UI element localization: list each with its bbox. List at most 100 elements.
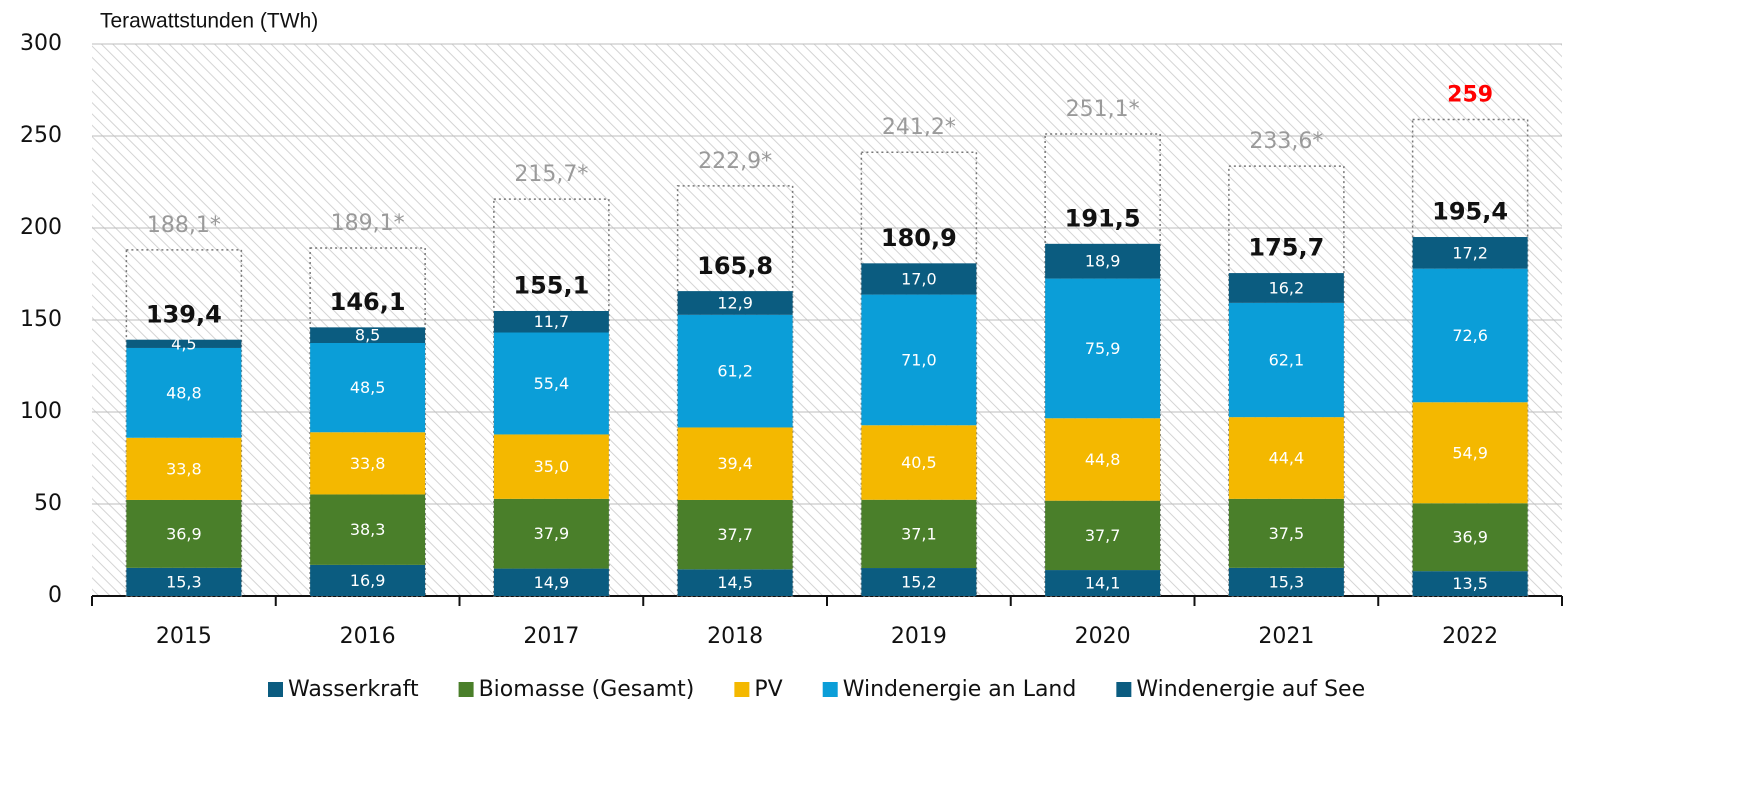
y-tick-label: 50 — [34, 491, 62, 516]
x-tick-label: 2018 — [707, 624, 763, 649]
total-label: 195,4 — [1432, 197, 1508, 225]
segment-label: 40,5 — [901, 453, 937, 472]
bar-segment — [1045, 243, 1161, 279]
total-label: 139,4 — [146, 301, 222, 329]
bar-segment — [126, 437, 242, 500]
segment-label: 37,1 — [901, 524, 937, 543]
y-axis-label: Terawattstunden (TWh) — [100, 10, 318, 33]
segment-label: 14,5 — [717, 573, 753, 592]
bar-segment — [677, 569, 793, 596]
y-tick-label: 300 — [20, 31, 62, 56]
bar-segment — [677, 291, 793, 315]
segment-label: 37,9 — [534, 524, 570, 543]
legend-label: Windenergie auf See — [1136, 677, 1365, 702]
bar-segment — [126, 499, 242, 568]
segment-label: 44,4 — [1269, 449, 1305, 468]
target-label: 251,1* — [1066, 97, 1140, 122]
segment-label: 14,1 — [1085, 574, 1121, 593]
bar-segment — [126, 347, 242, 438]
bar-segment — [861, 263, 977, 295]
x-tick-label: 2019 — [891, 624, 947, 649]
segment-label: 11,7 — [534, 312, 570, 331]
segment-label: 48,8 — [166, 383, 202, 402]
legend-swatch — [822, 682, 838, 697]
y-tick-label: 100 — [20, 399, 62, 424]
target-label: 222,9* — [698, 149, 772, 174]
segment-label: 33,8 — [350, 454, 386, 473]
bar-segment — [493, 332, 609, 435]
bar-segment — [310, 327, 426, 343]
bar-segment — [1228, 273, 1344, 303]
bar-segment — [1228, 417, 1344, 499]
segment-label: 8,5 — [355, 326, 380, 345]
segment-label: 16,9 — [350, 571, 386, 590]
bar-segment — [1412, 237, 1528, 269]
bar-segment — [861, 294, 977, 426]
x-tick-label: 2016 — [340, 624, 396, 649]
total-label: 165,8 — [697, 252, 773, 280]
segment-label: 61,2 — [717, 362, 753, 381]
segment-label: 36,9 — [1452, 528, 1488, 547]
segment-label: 15,3 — [1269, 572, 1305, 591]
bar-segment — [310, 494, 426, 565]
total-label: 146,1 — [330, 288, 406, 316]
legend-swatch — [734, 682, 750, 697]
legend-label: Wasserkraft — [288, 677, 419, 702]
segment-label: 4,5 — [171, 334, 196, 353]
segment-label: 15,3 — [166, 572, 202, 591]
target-label: 259 — [1447, 82, 1493, 107]
y-tick-label: 0 — [48, 583, 62, 608]
x-tick-label: 2021 — [1258, 624, 1314, 649]
segment-label: 17,0 — [901, 269, 937, 288]
bar-segment — [1045, 418, 1161, 501]
segment-label: 75,9 — [1085, 339, 1121, 358]
bar-segment — [861, 499, 977, 569]
bar-segment — [1045, 500, 1161, 571]
bar-segment — [493, 434, 609, 499]
target-label: 189,1* — [331, 211, 405, 236]
segment-label: 54,9 — [1452, 443, 1488, 462]
legend-label: Windenergie an Land — [843, 677, 1077, 702]
legend-label: Biomasse (Gesamt) — [479, 677, 695, 702]
segment-label: 13,5 — [1452, 574, 1488, 593]
segment-label: 37,7 — [717, 525, 753, 544]
segment-label: 16,2 — [1269, 278, 1305, 297]
segment-label: 55,4 — [534, 374, 570, 393]
bar-segment — [493, 498, 609, 569]
segment-label: 36,9 — [166, 524, 202, 543]
bar-segment — [493, 310, 609, 333]
x-tick-label: 2017 — [523, 624, 579, 649]
segment-label: 71,0 — [901, 350, 937, 369]
bar-segment — [1045, 570, 1161, 596]
segment-label: 44,8 — [1085, 450, 1121, 469]
total-label: 180,9 — [881, 224, 957, 252]
x-tick-label: 2020 — [1075, 624, 1131, 649]
segment-label: 72,6 — [1452, 326, 1488, 345]
target-label: 233,6* — [1249, 129, 1323, 154]
segment-label: 38,3 — [350, 520, 386, 539]
bar-segment — [1412, 402, 1528, 504]
bar-segment — [861, 425, 977, 500]
bar-segment — [310, 564, 426, 596]
legend-label: PV — [754, 677, 782, 702]
target-label: 241,2* — [882, 115, 956, 140]
y-tick-label: 150 — [20, 307, 62, 332]
bar-segment — [1228, 302, 1344, 418]
segment-label: 39,4 — [717, 454, 753, 473]
segment-label: 35,0 — [534, 457, 570, 476]
bar-segment — [126, 339, 242, 348]
bar-segment — [1412, 503, 1528, 572]
segment-label: 18,9 — [1085, 252, 1121, 271]
bar-segment — [493, 568, 609, 596]
segment-label: 14,9 — [534, 573, 570, 592]
legend-swatch — [1116, 682, 1132, 697]
total-label: 175,7 — [1248, 234, 1324, 262]
total-label: 191,5 — [1065, 205, 1141, 233]
target-label: 188,1* — [147, 213, 221, 238]
bar-segment — [677, 499, 793, 570]
bar-segment — [1045, 278, 1161, 419]
bar-segment — [1412, 268, 1528, 403]
bar-segment — [677, 427, 793, 500]
x-tick-label: 2022 — [1442, 624, 1498, 649]
